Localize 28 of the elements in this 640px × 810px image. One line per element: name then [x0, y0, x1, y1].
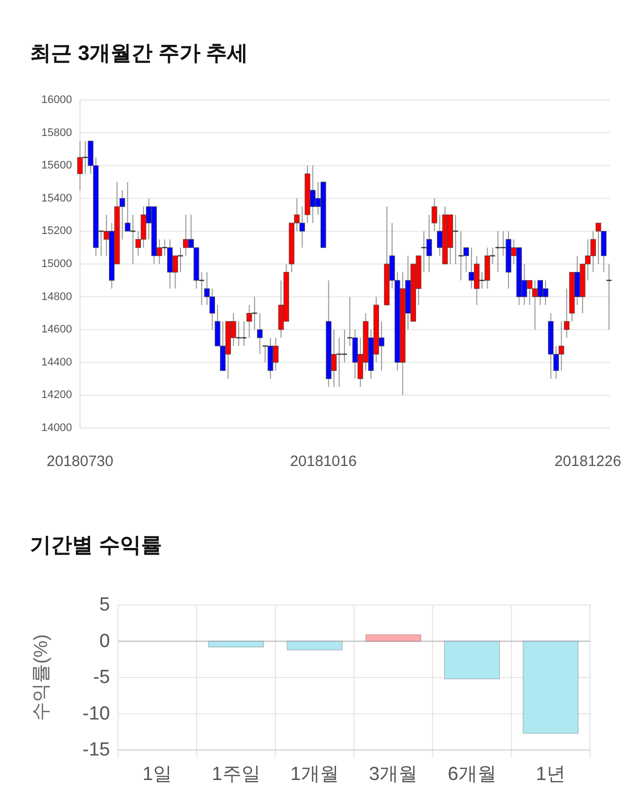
chart-title: 기간별 수익률	[30, 534, 162, 557]
y-tick-label: 15000	[41, 258, 72, 270]
y-axis-title: 수익률(%)	[31, 634, 52, 721]
x-tick-label: 20180730	[46, 453, 114, 470]
y-tick-label: 5	[99, 594, 110, 616]
x-tick-label: 20181226	[554, 453, 622, 470]
x-tick-label: 6개월	[448, 764, 496, 785]
y-tick-label: 15600	[41, 160, 72, 172]
y-tick-label: -15	[82, 740, 110, 760]
y-tick-label: 14000	[41, 422, 72, 434]
x-tick-label: 1주일	[212, 764, 260, 785]
y-tick-label: 0	[99, 630, 110, 652]
y-tick-label: -5	[93, 667, 110, 688]
chart-title: 최근 3개월간 주가 추세	[30, 42, 248, 65]
x-tick-label: 1년	[536, 764, 566, 785]
y-tick-label: 14400	[41, 356, 72, 368]
x-tick-label: 1일	[142, 764, 172, 785]
x-tick-label: 20181016	[290, 453, 357, 470]
y-tick-label: 15400	[41, 192, 72, 204]
y-tick-label: 14800	[41, 290, 72, 303]
y-tick-label: 15200	[41, 225, 72, 238]
y-tick-label: 14600	[41, 324, 72, 336]
y-tick-label: 15800	[41, 126, 72, 139]
y-tick-label: 14200	[41, 389, 72, 402]
y-tick-label: 16000	[41, 94, 72, 106]
x-tick-label: 3개월	[369, 764, 418, 785]
y-tick-label: -10	[82, 703, 110, 724]
x-tick-label: 1개월	[290, 764, 339, 785]
